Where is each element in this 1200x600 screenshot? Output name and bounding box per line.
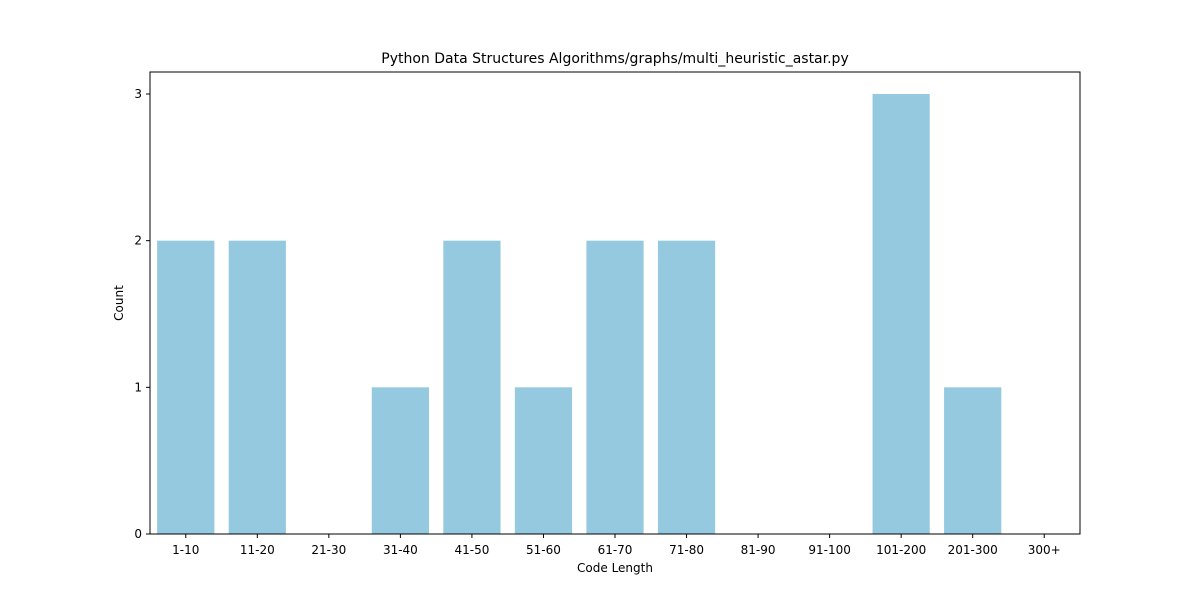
x-tick-label: 21-30 (311, 543, 346, 557)
x-tick-label: 91-100 (808, 543, 851, 557)
bar-61-70 (586, 240, 644, 534)
bar-51-60 (514, 387, 573, 534)
x-tick-label: 11-20 (240, 543, 275, 557)
x-tick-label: 101-200 (876, 543, 926, 557)
x-tick-label: 300+ (1028, 543, 1061, 557)
bar-31-40 (371, 387, 429, 534)
bars-group (157, 94, 1002, 534)
bar-201-300 (944, 387, 1002, 534)
bar-101-200 (872, 94, 930, 534)
x-tick-label: 61-70 (598, 543, 633, 557)
x-axis-label: Code Length (577, 561, 653, 575)
y-tick-label: 0 (134, 527, 142, 541)
x-tick-label: 71-80 (669, 543, 704, 557)
x-tick-label: 201-300 (948, 543, 998, 557)
y-axis: 0 1 2 3 (134, 87, 150, 541)
y-tick-label: 3 (134, 87, 142, 101)
bar-41-50 (443, 240, 501, 534)
y-tick-label: 1 (134, 380, 142, 394)
bar-1-10 (157, 240, 215, 534)
x-tick-label: 51-60 (526, 543, 561, 557)
bar-11-20 (228, 240, 286, 534)
y-axis-label: Count (112, 285, 126, 321)
x-tick-label: 31-40 (383, 543, 418, 557)
x-axis: 1-10 11-20 21-30 31-40 41-50 51-60 61-70 71-80 8… (172, 534, 1061, 557)
x-tick-label: 1-10 (172, 543, 199, 557)
bar-71-80 (657, 240, 716, 534)
y-tick-label: 2 (134, 234, 142, 248)
x-tick-label: 81-90 (741, 543, 776, 557)
chart-title: Python Data Structures Algorithms/graphs… (381, 51, 848, 67)
x-tick-label: 41-50 (454, 543, 489, 557)
